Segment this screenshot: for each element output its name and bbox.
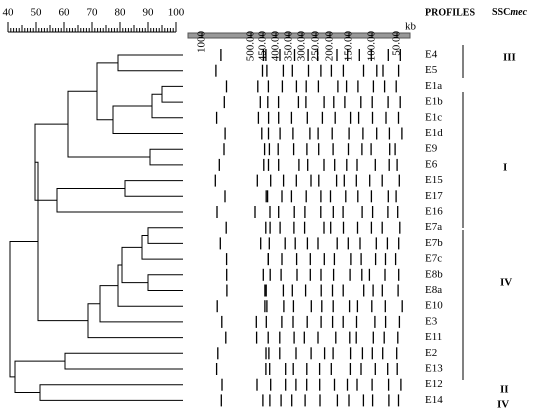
profiles-header: PROFILES <box>425 7 475 18</box>
profile-label: E11 <box>425 331 442 343</box>
profile-label: E1d <box>425 127 443 139</box>
profile-label: E3 <box>425 315 438 327</box>
size-label: 500.00 <box>245 31 257 62</box>
branch <box>39 384 183 401</box>
branch <box>161 85 183 103</box>
gel-scale-bar <box>187 32 411 39</box>
ssc-group: III <box>503 52 516 64</box>
size-label: 400.00 <box>270 31 282 62</box>
profile-label: E8b <box>425 268 443 280</box>
scale-label: 60 <box>59 7 71 19</box>
branch <box>112 105 183 134</box>
profile-label: E14 <box>425 394 443 406</box>
size-label: 350.00 <box>283 31 295 62</box>
branch <box>99 285 183 323</box>
branch <box>64 352 183 370</box>
branch <box>151 93 183 119</box>
scale-label: 40 <box>3 7 15 19</box>
ssc-group: IV <box>500 277 512 289</box>
branch <box>147 274 183 291</box>
size-label: 250.00 <box>310 31 322 62</box>
profile-label: E15 <box>425 174 443 186</box>
profile-label: E4 <box>425 49 438 61</box>
profile-label: E5 <box>425 64 438 76</box>
size-label: 100.00 <box>366 31 378 62</box>
profile-label: E9 <box>425 143 438 155</box>
profile-label: E13 <box>425 363 443 375</box>
size-label: 50.00 <box>391 31 403 56</box>
branch <box>124 180 183 197</box>
branch <box>147 227 183 244</box>
gel-bands <box>214 49 403 407</box>
size-label: 450.00 <box>257 31 269 62</box>
branch <box>56 187 183 213</box>
size-label: 1000 <box>196 31 208 54</box>
dendrogram <box>9 54 183 401</box>
profile-label: E10 <box>425 300 443 312</box>
profile-label: E1a <box>425 80 442 92</box>
branch <box>35 161 88 322</box>
profile-label: E16 <box>425 206 443 218</box>
kb-label: kb <box>405 21 417 33</box>
ssc-group: I <box>503 162 507 174</box>
mec-text: mec <box>510 7 527 18</box>
profile-label: E7b <box>425 237 443 249</box>
scale-label: 70 <box>87 7 99 19</box>
branch <box>117 54 183 72</box>
size-label: 200.00 <box>324 31 336 62</box>
profile-label: E12 <box>425 378 443 390</box>
branch <box>96 62 118 121</box>
ssc-group: IV <box>497 399 509 411</box>
profile-label: E6 <box>425 158 438 170</box>
profile-label: E7c <box>425 253 442 265</box>
size-label: 300.00 <box>296 31 308 62</box>
ssc-header: SSCmec <box>492 7 528 18</box>
profile-label: E1c <box>425 111 442 123</box>
profile-label: E7a <box>425 221 442 233</box>
scale-label: 90 <box>143 7 155 19</box>
branch <box>149 148 183 166</box>
scale-label: 50 <box>31 7 43 19</box>
ssc-group: II <box>500 384 509 396</box>
branch <box>67 90 150 158</box>
branch <box>9 240 38 378</box>
scale-label: 80 <box>115 7 127 19</box>
profile-label: E17 <box>425 190 443 202</box>
profile-label: E2 <box>425 347 437 359</box>
branch <box>117 264 183 307</box>
profile-label: E1b <box>425 96 443 108</box>
branch <box>121 246 148 284</box>
branch <box>87 303 183 339</box>
scale-label: 100 <box>168 7 185 19</box>
ssc-text: SSC <box>492 7 510 18</box>
profile-label: E8a <box>425 284 442 296</box>
size-label: 150.00 <box>343 31 355 62</box>
